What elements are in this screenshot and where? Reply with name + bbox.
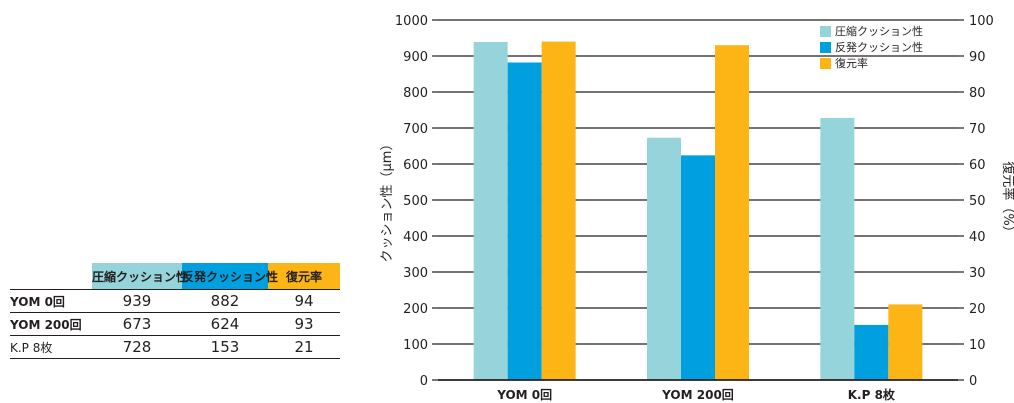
row-label: YOM 0回 [10,289,92,313]
bar [888,304,923,380]
table-cell: 93 [268,312,340,336]
y2-axis-title: 復元率（%） [1000,161,1014,238]
y-tick-label: 1000 [395,14,428,29]
bar [541,41,576,380]
y2-tick-label: 60 [969,158,986,173]
row-label: YOM 200回 [10,312,92,336]
bar [681,155,715,380]
y-tick-label: 200 [403,302,428,317]
y-tick-label: 0 [420,374,428,389]
x-category-label: YOM 200回 [661,388,734,402]
y2-tick-label: 20 [969,302,986,317]
table-header-row: 圧縮クッション性 反発クッション性 復元率 [10,263,340,290]
table-row: YOM 200回 673 624 93 [10,312,340,336]
data-table: 圧縮クッション性 反発クッション性 復元率 YOM 0回 939 882 94 … [10,263,340,359]
bars [473,41,923,381]
table-header-compression: 圧縮クッション性 [92,263,188,290]
table-header-rebound: 反発クッション性 [182,263,278,290]
y2-tick-label: 30 [969,266,986,281]
y2-tick-label: 0 [969,374,977,389]
table-row: K.P 8枚 728 153 21 [10,335,340,359]
y2-tick-label: 50 [969,194,986,209]
y2-tick-label: 40 [969,230,986,245]
y-axis-title: クッション性（μm） [380,138,395,263]
table-cell: 673 [92,312,182,336]
bar [473,41,508,381]
y2-tick-label: 90 [969,50,986,65]
table-row: YOM 0回 939 882 94 [10,289,340,313]
table-cell: 882 [182,289,268,313]
row-label: K.P 8枚 [10,335,92,359]
y-tick-label: 600 [403,158,428,173]
legend-label: 復元率 [835,56,868,70]
y-tick-label: 300 [403,266,428,281]
bar [715,45,749,380]
table-cell: 21 [268,335,340,359]
legend-label: 反発クッション性 [835,40,923,54]
bar [854,324,889,380]
x-category-label: K.P 8枚 [848,387,896,402]
legend-swatch [820,42,831,53]
y-tick-label: 800 [403,86,428,101]
bar [820,117,855,381]
y-tick-label: 900 [403,50,428,65]
table-header-blank [10,263,92,290]
x-category-label: YOM 0回 [496,388,552,402]
y-tick-label: 400 [403,230,428,245]
y2-tick-label: 10 [969,338,986,353]
y2-tick-label: 80 [969,86,986,101]
y2-tick-label: 100 [969,14,994,29]
axes: 0 100 200 300 400 500 600 700 800 900 1000 0 10 20 30 4… [395,14,994,402]
table-cell: 153 [182,335,268,359]
legend-label: 圧縮クッション性 [835,24,923,38]
bar [507,62,542,380]
y2-tick-label: 70 [969,122,986,137]
y-tick-label: 700 [403,122,428,137]
y-tick-label: 100 [403,338,428,353]
table-header-recovery: 復元率 [268,263,340,290]
legend-swatch [820,58,831,69]
table-cell: 94 [268,289,340,313]
table-cell: 939 [92,289,182,313]
bar [647,137,681,380]
y-tick-label: 500 [403,194,428,209]
table-cell: 728 [92,335,182,359]
legend-swatch [820,26,831,37]
table-cell: 624 [182,312,268,336]
